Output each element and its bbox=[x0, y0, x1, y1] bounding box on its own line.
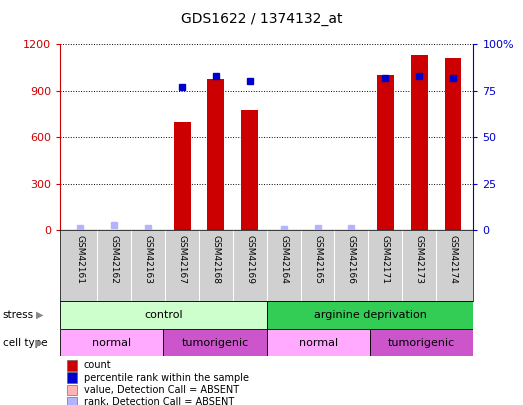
Text: value, Detection Call = ABSENT: value, Detection Call = ABSENT bbox=[84, 385, 238, 394]
Text: tumorigenic: tumorigenic bbox=[181, 338, 249, 347]
Text: GSM42167: GSM42167 bbox=[178, 234, 187, 284]
Text: GSM42174: GSM42174 bbox=[449, 234, 458, 284]
Text: GSM42163: GSM42163 bbox=[144, 234, 153, 284]
Bar bbox=[267, 329, 370, 356]
Text: GDS1622 / 1374132_at: GDS1622 / 1374132_at bbox=[181, 12, 342, 26]
Text: GSM42161: GSM42161 bbox=[76, 234, 85, 284]
Bar bbox=[370, 329, 473, 356]
Text: GSM42171: GSM42171 bbox=[381, 234, 390, 284]
Text: normal: normal bbox=[299, 338, 338, 347]
Bar bbox=[174, 122, 190, 230]
Text: GSM42162: GSM42162 bbox=[110, 234, 119, 284]
Text: cell type: cell type bbox=[3, 338, 47, 347]
Text: ▶: ▶ bbox=[36, 310, 43, 320]
Bar bbox=[60, 301, 267, 329]
Text: rank, Detection Call = ABSENT: rank, Detection Call = ABSENT bbox=[84, 397, 234, 405]
Bar bbox=[66, 360, 77, 371]
Bar bbox=[445, 58, 461, 230]
Text: GSM42164: GSM42164 bbox=[279, 234, 288, 284]
Bar bbox=[411, 55, 428, 230]
Text: GSM42168: GSM42168 bbox=[211, 234, 220, 284]
Text: GSM42169: GSM42169 bbox=[245, 234, 254, 284]
Bar bbox=[66, 384, 77, 395]
Bar bbox=[60, 329, 163, 356]
Text: tumorigenic: tumorigenic bbox=[388, 338, 456, 347]
Bar bbox=[267, 301, 473, 329]
Bar bbox=[163, 329, 267, 356]
Text: control: control bbox=[144, 310, 183, 320]
Text: GSM42165: GSM42165 bbox=[313, 234, 322, 284]
Text: percentile rank within the sample: percentile rank within the sample bbox=[84, 373, 248, 382]
Bar bbox=[208, 79, 224, 230]
Text: normal: normal bbox=[92, 338, 131, 347]
Bar bbox=[377, 75, 394, 230]
Text: count: count bbox=[84, 360, 111, 371]
Bar bbox=[241, 110, 258, 230]
Text: arginine deprivation: arginine deprivation bbox=[314, 310, 426, 320]
Text: GSM42166: GSM42166 bbox=[347, 234, 356, 284]
Text: stress: stress bbox=[3, 310, 34, 320]
Text: ▶: ▶ bbox=[36, 338, 43, 347]
Bar bbox=[66, 373, 77, 383]
Text: GSM42173: GSM42173 bbox=[415, 234, 424, 284]
Bar bbox=[66, 396, 77, 405]
